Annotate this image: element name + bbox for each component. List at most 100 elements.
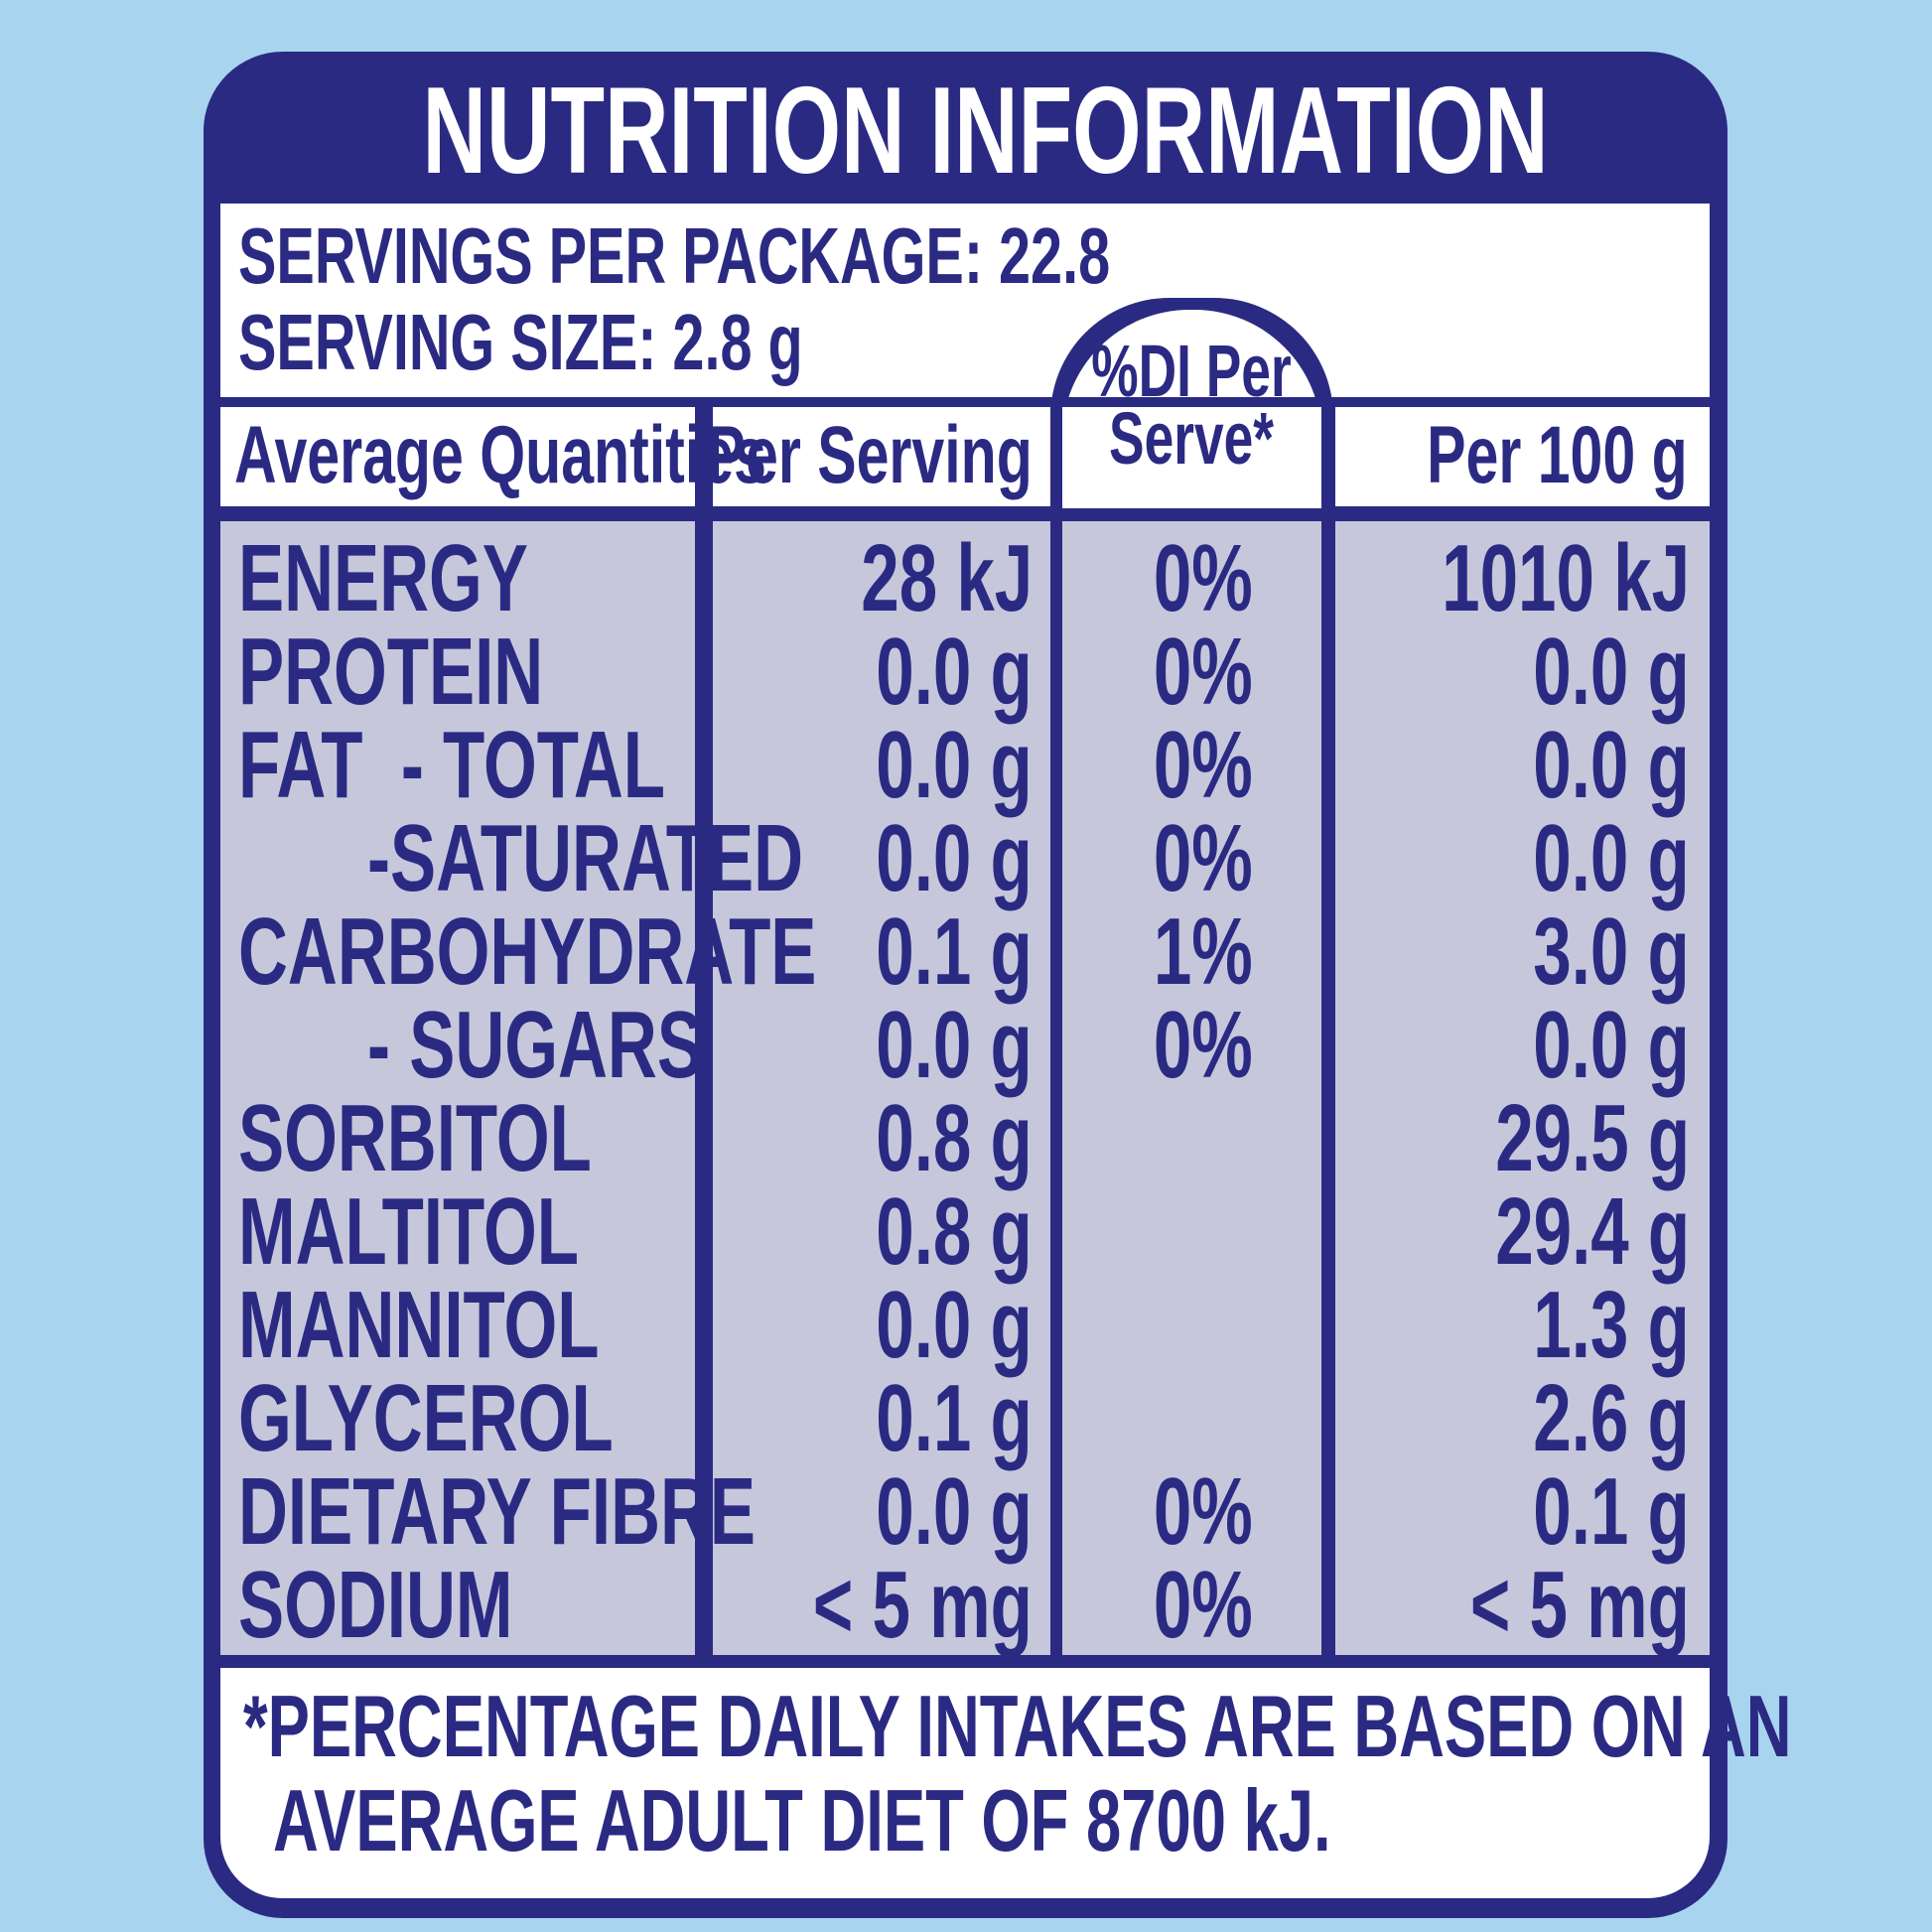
- header: %DI Per Serve*: [1062, 330, 1321, 481]
- per-serving: 0.0 g: [815, 718, 1033, 813]
- nutrient-name: CARBOHYDRATE: [238, 904, 1041, 1000]
- column-body: [1335, 521, 1710, 1655]
- per-100g: 29.5 g: [1420, 1091, 1690, 1186]
- nutrient-name-text: GLYCEROL: [238, 1365, 614, 1471]
- per-serving-text: 0.0 g: [876, 1458, 1033, 1565]
- nutrient-name-text: SODIUM: [238, 1552, 513, 1658]
- footnote-text: AVERAGE ADULT DIET OF 8700 kJ.: [273, 1771, 1331, 1869]
- per-serving: 28 kJ: [794, 531, 1033, 626]
- per-serving: 0.1 g: [815, 1371, 1033, 1466]
- per-100g-text: < 5 mg: [1470, 1552, 1690, 1658]
- nutrient-name: GLYCEROL: [238, 1371, 759, 1466]
- per-100g-text: 0.0 g: [1533, 619, 1690, 725]
- percent-di: 0%: [1115, 531, 1253, 626]
- per-100g-text: 0.0 g: [1533, 712, 1690, 818]
- servings-line: SERVING SIZE: 2.8 g: [238, 303, 1023, 382]
- per-serving-text: 0.8 g: [876, 1085, 1033, 1191]
- per-100g: 1010 kJ: [1345, 531, 1690, 626]
- per-serving-text: 0.1 g: [876, 1365, 1033, 1471]
- nutrient-name-text: CARBOHYDRATE: [238, 898, 817, 1005]
- per-100g: < 5 mg: [1385, 1558, 1690, 1653]
- per-serving: 0.1 g: [815, 904, 1033, 1000]
- per-100g-text: 1010 kJ: [1442, 525, 1690, 631]
- percent-di-text: 1%: [1154, 898, 1253, 1005]
- nutrient-name: MANNITOL: [238, 1278, 740, 1373]
- per-100g-text: 29.5 g: [1495, 1085, 1690, 1191]
- rule: [220, 397, 1710, 407]
- nutrient-name: SODIUM: [238, 1558, 620, 1653]
- per-serving-text: 0.0 g: [876, 619, 1033, 725]
- per-serving: 0.8 g: [815, 1184, 1033, 1280]
- nutrient-name-text: ENERGY: [238, 525, 528, 631]
- per-100g-text: 0.1 g: [1533, 1458, 1690, 1565]
- nutrient-name: FAT - TOTAL: [238, 718, 831, 813]
- per-serving: 0.0 g: [815, 1278, 1033, 1373]
- header-cell: [1335, 407, 1710, 506]
- per-serving: 0.0 g: [815, 811, 1033, 906]
- nutrient-name: SORBITOL: [238, 1091, 729, 1186]
- per-serving-text: 28 kJ: [861, 525, 1033, 631]
- percent-di: 0%: [1115, 998, 1253, 1093]
- per-100g: 0.0 g: [1472, 998, 1690, 1093]
- percent-di: 0%: [1115, 718, 1253, 813]
- nutrient-name: - SUGARS: [367, 998, 833, 1093]
- header: Per Serving: [580, 415, 1033, 496]
- nutrient-name: -SATURATED: [367, 811, 973, 906]
- nutrient-name-text: DIETARY FIBRE: [238, 1458, 756, 1565]
- footnote-box: [220, 1668, 1710, 1898]
- column-body: [1062, 521, 1321, 1655]
- percent-di-text: 0%: [1154, 712, 1253, 818]
- per-serving: 0.8 g: [815, 1091, 1033, 1186]
- percent-di-text: 0%: [1154, 1458, 1253, 1565]
- serving-size: SERVING SIZE: 2.8 g: [238, 298, 803, 386]
- percent-di: 0%: [1115, 624, 1253, 720]
- percent-di: 0%: [1115, 1558, 1253, 1653]
- percent-di-text: 0%: [1154, 992, 1253, 1098]
- per-100g-text: 29.4 g: [1495, 1178, 1690, 1285]
- per-100g: 3.0 g: [1472, 904, 1690, 1000]
- nutrient-name-text: - SUGARS: [367, 992, 703, 1098]
- per-100g: 1.3 g: [1472, 1278, 1690, 1373]
- header-cell: [1062, 407, 1321, 506]
- per-serving: 0.0 g: [815, 998, 1033, 1093]
- percent-di: 0%: [1115, 1464, 1253, 1560]
- per-serving-text: < 5 mg: [813, 1552, 1033, 1658]
- servings-line: SERVINGS PER PACKAGE: 22.8: [238, 216, 1449, 296]
- header-cell: [713, 407, 1050, 506]
- nutrient-name: ENERGY: [238, 531, 640, 626]
- header: Average Quantities: [234, 415, 973, 496]
- per-100g: 0.0 g: [1472, 624, 1690, 720]
- nutrient-name-text: PROTEIN: [238, 619, 544, 725]
- header-text: Per Serving: [706, 410, 1033, 500]
- header-text: %DI Per Serve*: [1091, 330, 1292, 481]
- per-100g: 2.6 g: [1472, 1371, 1690, 1466]
- servings-box: [220, 204, 1710, 397]
- nutrient-name: DIETARY FIBRE: [238, 1464, 957, 1560]
- header-cell: [220, 407, 695, 506]
- nutrient-name: MALTITOL: [238, 1184, 711, 1280]
- nutrient-name-text: SORBITOL: [238, 1085, 592, 1191]
- nutrient-name-text: MANNITOL: [238, 1272, 600, 1378]
- per-serving: 0.0 g: [815, 1464, 1033, 1560]
- per-100g-text: 0.0 g: [1533, 805, 1690, 911]
- percent-di-text: 0%: [1154, 1552, 1253, 1658]
- nutrient-name-text: MALTITOL: [238, 1178, 579, 1285]
- per-100g-text: 3.0 g: [1533, 898, 1690, 1005]
- footnote-line: AVERAGE ADULT DIET OF 8700 kJ.: [273, 1777, 1742, 1864]
- percent-di: 1%: [1115, 904, 1253, 1000]
- per-100g-text: 0.0 g: [1533, 992, 1690, 1098]
- nutrient-name-text: -SATURATED: [367, 805, 803, 911]
- per-serving-text: 0.1 g: [876, 898, 1033, 1005]
- percent-di-text: 0%: [1154, 619, 1253, 725]
- percent-di-text: 0%: [1154, 525, 1253, 631]
- servings-per-package: SERVINGS PER PACKAGE: 22.8: [238, 211, 1111, 300]
- per-serving-text: 0.0 g: [876, 992, 1033, 1098]
- per-100g: 29.4 g: [1420, 1184, 1690, 1280]
- per-100g: 0.0 g: [1472, 718, 1690, 813]
- per-serving-text: 0.0 g: [876, 805, 1033, 911]
- title-text: NUTRITION INFORMATION: [422, 63, 1549, 200]
- title: NUTRITION INFORMATION: [204, 69, 1727, 193]
- column-body: [713, 521, 1050, 1655]
- percent-di-text: 0%: [1154, 805, 1253, 911]
